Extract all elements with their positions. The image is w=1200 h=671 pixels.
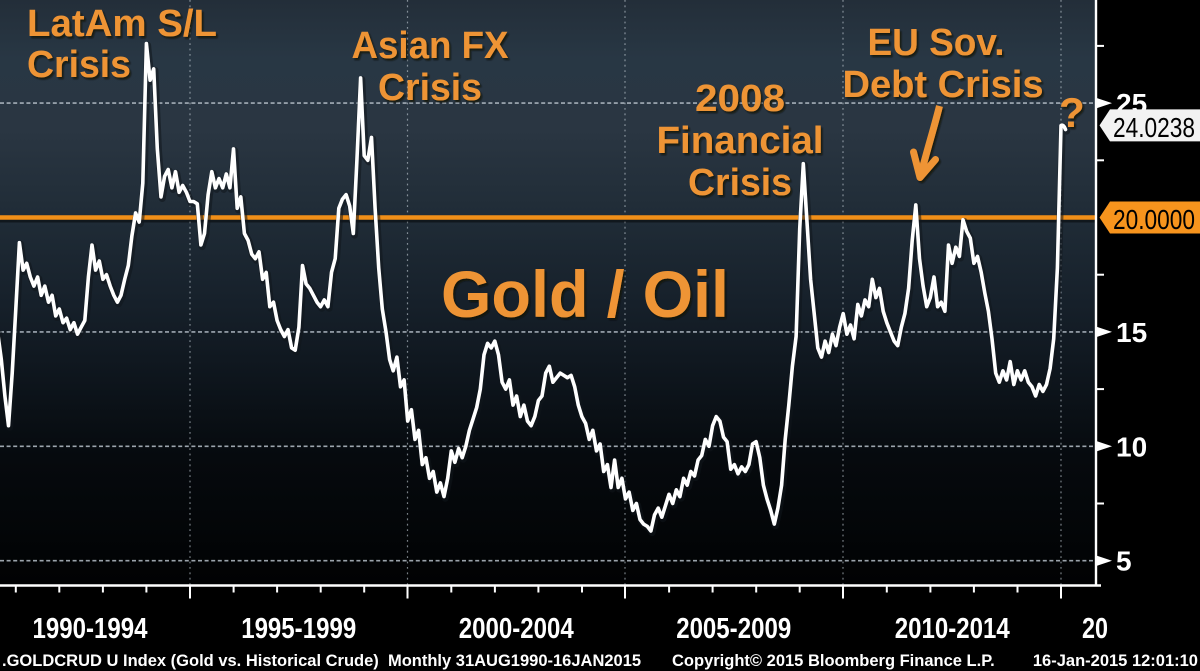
svg-text:2010-2014: 2010-2014	[895, 613, 1010, 645]
svg-text:Asian FX: Asian FX	[352, 25, 510, 67]
svg-text:Copyright© 2015 Bloomberg Fina: Copyright© 2015 Bloomberg Finance L.P.	[672, 652, 995, 670]
svg-text:16-Jan-2015 12:01:10: 16-Jan-2015 12:01:10	[1033, 652, 1198, 670]
svg-text:10: 10	[1116, 431, 1147, 462]
svg-text:20: 20	[1082, 613, 1108, 645]
svg-text:Debt Crisis: Debt Crisis	[843, 64, 1044, 106]
svg-text:Crisis: Crisis	[688, 162, 792, 204]
svg-text:Gold / Oil: Gold / Oil	[441, 257, 729, 331]
svg-text:24.0238: 24.0238	[1113, 112, 1195, 143]
svg-text:5: 5	[1116, 546, 1132, 577]
svg-text:.GOLDCRUD U Index (Gold vs. Hi: .GOLDCRUD U Index (Gold vs. Historical C…	[2, 652, 641, 670]
svg-text:2000-2004: 2000-2004	[459, 613, 574, 645]
svg-text:15: 15	[1116, 317, 1147, 348]
svg-text:1990-1994: 1990-1994	[33, 613, 148, 645]
svg-text:EU Sov.: EU Sov.	[868, 22, 1005, 64]
svg-text:?: ?	[1059, 89, 1085, 136]
svg-text:LatAm S/L: LatAm S/L	[27, 3, 217, 45]
svg-text:Crisis: Crisis	[27, 44, 131, 86]
svg-text:2005-2009: 2005-2009	[676, 613, 791, 645]
svg-text:2008: 2008	[695, 78, 785, 120]
svg-text:Crisis: Crisis	[378, 67, 482, 109]
svg-text:Financial: Financial	[657, 120, 824, 162]
svg-text:1995-1999: 1995-1999	[241, 613, 356, 645]
svg-text:20.0000: 20.0000	[1113, 204, 1195, 235]
